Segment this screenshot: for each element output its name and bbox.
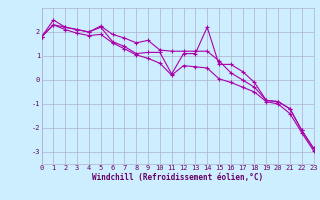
X-axis label: Windchill (Refroidissement éolien,°C): Windchill (Refroidissement éolien,°C) (92, 173, 263, 182)
